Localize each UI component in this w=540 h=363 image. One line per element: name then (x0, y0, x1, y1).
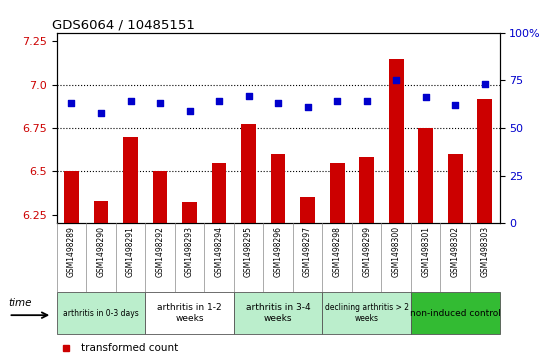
Point (67, 100, 76, 106)
Point (481, 81, 489, 87)
Point (126, 98, 135, 104)
Text: GSM1498290: GSM1498290 (97, 226, 105, 277)
Text: time: time (9, 298, 32, 308)
Point (156, 100, 164, 106)
Bar (477, 98, 492, 223)
Bar (411, 292, 500, 334)
Text: GSM1498300: GSM1498300 (392, 226, 401, 277)
Text: GSM1498289: GSM1498289 (67, 226, 76, 277)
Bar (330, 163, 345, 223)
Text: GSM1498295: GSM1498295 (244, 226, 253, 277)
Text: arthritis in 3-4
weeks: arthritis in 3-4 weeks (246, 303, 310, 323)
Text: transformed count: transformed count (81, 343, 178, 353)
Bar (300, 197, 315, 223)
Text: GDS6064 / 10485151: GDS6064 / 10485151 (52, 19, 195, 32)
Text: GSM1498299: GSM1498299 (362, 226, 371, 277)
Text: GSM1498292: GSM1498292 (156, 226, 165, 277)
Bar (153, 171, 167, 223)
Point (185, 108, 194, 114)
Point (362, 98, 371, 104)
Point (421, 95, 430, 101)
Bar (64, 171, 79, 223)
Bar (241, 125, 256, 223)
Point (451, 102, 460, 108)
Bar (389, 59, 403, 223)
Text: declining arthritis > 2
weeks: declining arthritis > 2 weeks (325, 303, 409, 323)
Point (274, 100, 282, 106)
Text: GSM1498291: GSM1498291 (126, 226, 135, 277)
Bar (359, 158, 374, 223)
Bar (123, 136, 138, 223)
Text: GSM1498296: GSM1498296 (274, 226, 282, 277)
Text: GSM1498302: GSM1498302 (451, 226, 460, 277)
Point (215, 98, 224, 104)
Text: GSM1498293: GSM1498293 (185, 226, 194, 277)
Point (333, 98, 341, 104)
Text: GSM1498294: GSM1498294 (214, 226, 224, 277)
Text: arthritis in 0-3 days: arthritis in 0-3 days (63, 309, 139, 318)
Text: GSM1498298: GSM1498298 (333, 226, 342, 277)
Point (97, 110, 105, 115)
Bar (418, 128, 433, 223)
Bar (93, 201, 109, 223)
Bar (271, 154, 286, 223)
Text: GSM1498301: GSM1498301 (421, 226, 430, 277)
Point (244, 93, 253, 98)
Text: non-induced control: non-induced control (410, 309, 501, 318)
Bar (234, 292, 322, 334)
Point (392, 77, 401, 83)
Bar (448, 154, 463, 223)
Bar (322, 292, 411, 334)
Text: arthritis in 1-2
weeks: arthritis in 1-2 weeks (157, 303, 222, 323)
Point (303, 104, 312, 110)
Bar (212, 163, 226, 223)
Text: GSM1498303: GSM1498303 (480, 226, 489, 277)
Text: GSM1498297: GSM1498297 (303, 226, 312, 277)
Bar (182, 203, 197, 223)
Bar (57, 292, 145, 334)
Bar (145, 292, 234, 334)
